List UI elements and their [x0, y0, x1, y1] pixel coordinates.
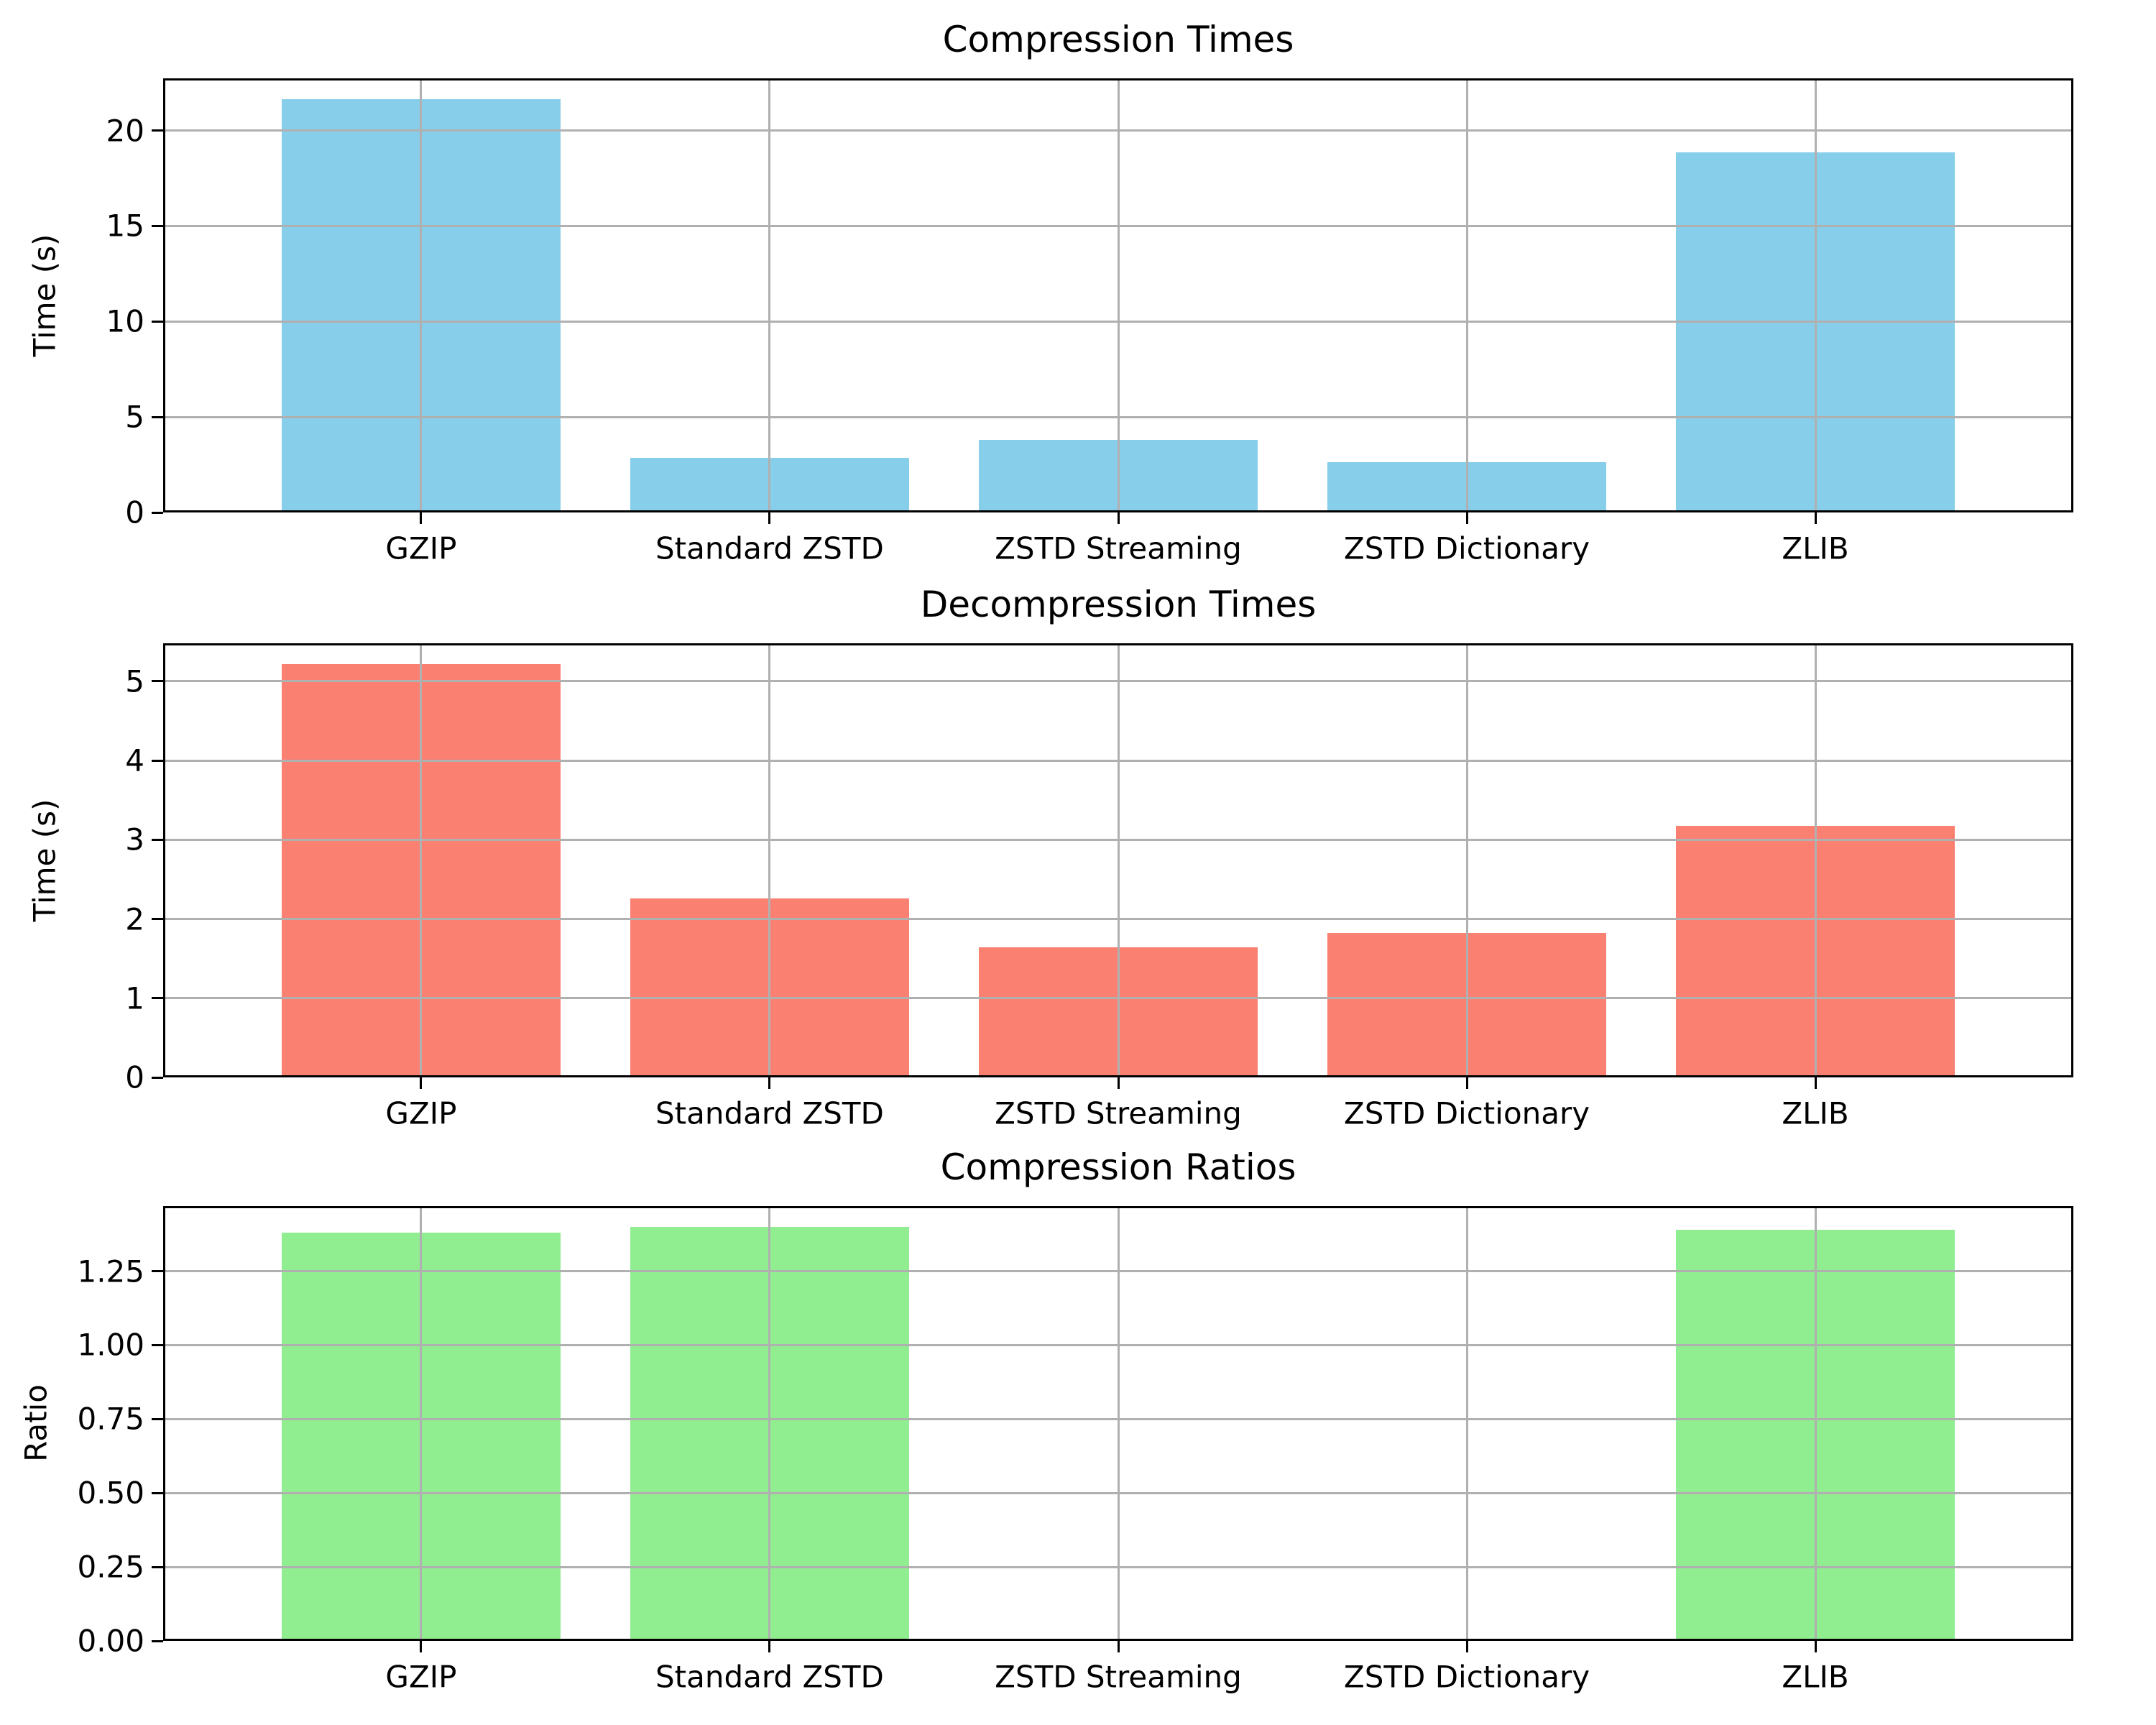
x-tick-mark — [1465, 1641, 1468, 1652]
x-tick-label-zstd-dictionary: ZSTD Dictionary — [1343, 1659, 1590, 1695]
y-tick-mark — [152, 1076, 163, 1079]
chart-title-compression-ratios: Compression Ratios — [940, 1146, 1296, 1188]
y-tick-label: 4 — [125, 742, 144, 778]
plot-area-decompression-times: 0 1 2 3 4 5 GZIP Standard ZSTD ZSTD Streaming ZST… — [125, 643, 2073, 1131]
y-tick-label: 10 — [106, 303, 144, 339]
y-tick-mark — [152, 1565, 163, 1568]
x-tick-mark — [420, 1641, 423, 1652]
y-tick-mark — [152, 1491, 163, 1494]
v-gridline — [1814, 78, 1817, 512]
x-tick-label-zlib: ZLIB — [1782, 1095, 1849, 1131]
y-axis-label-compression-times: Time (s) — [27, 234, 63, 357]
y-tick-label: 15 — [106, 208, 144, 244]
y-tick-label: 5 — [125, 399, 144, 435]
y-tick-label: 2 — [125, 901, 144, 937]
y-tick-label: 20 — [106, 113, 144, 149]
v-gridline — [1465, 643, 1468, 1077]
v-gridline — [420, 1206, 423, 1641]
x-tick-label-zstd-streaming: ZSTD Streaming — [995, 1659, 1242, 1695]
v-gridline — [1117, 643, 1120, 1077]
chart-title-compression-times: Compression Times — [942, 19, 1294, 60]
y-tick-mark — [152, 838, 163, 841]
y-tick-mark — [152, 680, 163, 683]
v-gridline — [420, 643, 423, 1077]
x-tick-mark — [1465, 1077, 1468, 1089]
y-tick-label: 0.50 — [77, 1475, 144, 1511]
y-tick-mark — [152, 415, 163, 418]
x-tick-label-standard-zstd: Standard ZSTD — [655, 1659, 884, 1695]
x-tick-mark — [420, 1077, 423, 1089]
y-tick-label: 0.25 — [77, 1549, 144, 1585]
y-tick-label: 1 — [125, 980, 144, 1016]
x-tick-label-zlib: ZLIB — [1782, 1659, 1849, 1695]
y-tick-label: 0.00 — [77, 1623, 144, 1659]
v-gridline — [1465, 1206, 1468, 1641]
v-gridline — [1465, 78, 1468, 512]
v-gridline — [1814, 1206, 1817, 1641]
y-tick-mark — [152, 997, 163, 1000]
y-tick-label: 1.00 — [77, 1327, 144, 1363]
x-tick-label-zstd-dictionary: ZSTD Dictionary — [1343, 530, 1590, 566]
x-tick-label-zstd-streaming: ZSTD Streaming — [995, 1095, 1242, 1131]
y-tick-mark — [152, 759, 163, 762]
x-tick-label-zlib: ZLIB — [1782, 530, 1849, 566]
x-tick-label-zstd-dictionary: ZSTD Dictionary — [1343, 1095, 1590, 1131]
x-tick-mark — [1117, 1641, 1120, 1652]
v-gridline — [1814, 643, 1817, 1077]
y-tick-label: 0 — [125, 1059, 144, 1095]
y-tick-label: 0.75 — [77, 1401, 144, 1437]
y-tick-label: 0 — [125, 494, 144, 530]
v-gridline — [768, 643, 771, 1077]
y-axis-label-compression-ratios: Ratio — [18, 1384, 54, 1462]
y-tick-mark — [152, 224, 163, 227]
v-gridline — [768, 78, 771, 512]
y-axis-label-decompression-times: Time (s) — [27, 799, 63, 922]
v-gridline — [1117, 78, 1120, 512]
x-tick-label-gzip: GZIP — [385, 530, 457, 566]
x-tick-mark — [1814, 512, 1817, 524]
x-tick-label-standard-zstd: Standard ZSTD — [655, 1095, 884, 1131]
y-tick-mark — [152, 1343, 163, 1346]
x-tick-mark — [1814, 1641, 1817, 1652]
chart-title-decompression-times: Decompression Times — [920, 584, 1317, 625]
y-tick-label: 5 — [125, 663, 144, 699]
x-tick-mark — [1117, 1077, 1120, 1089]
v-gridline — [420, 78, 423, 512]
x-tick-label-gzip: GZIP — [385, 1659, 457, 1695]
y-tick-mark — [152, 129, 163, 132]
x-tick-label-zstd-streaming: ZSTD Streaming — [995, 530, 1242, 566]
v-gridline — [1117, 1206, 1120, 1641]
y-tick-mark — [152, 1270, 163, 1273]
y-tick-mark — [152, 320, 163, 323]
x-tick-mark — [768, 512, 771, 524]
plot-area-compression-times: 0 5 10 15 20 GZIP Standard ZSTD ZSTD Streaming Z… — [106, 78, 2073, 566]
x-tick-label-gzip: GZIP — [385, 1095, 457, 1131]
y-tick-mark — [152, 1417, 163, 1420]
x-tick-mark — [1465, 512, 1468, 524]
y-tick-mark — [152, 511, 163, 514]
x-tick-mark — [1117, 512, 1120, 524]
x-tick-label-standard-zstd: Standard ZSTD — [655, 530, 884, 566]
y-tick-label: 3 — [125, 822, 144, 857]
x-tick-mark — [420, 512, 423, 524]
y-tick-mark — [152, 1639, 163, 1642]
y-tick-label: 1.25 — [77, 1254, 144, 1289]
v-gridline — [768, 1206, 771, 1641]
x-tick-mark — [1814, 1077, 1817, 1089]
x-tick-mark — [768, 1641, 771, 1652]
plot-area-compression-ratios: 0.00 0.25 0.50 0.75 1.00 1.25 GZIP Standard ZST… — [77, 1206, 2073, 1695]
x-tick-mark — [768, 1077, 771, 1089]
y-tick-mark — [152, 918, 163, 921]
